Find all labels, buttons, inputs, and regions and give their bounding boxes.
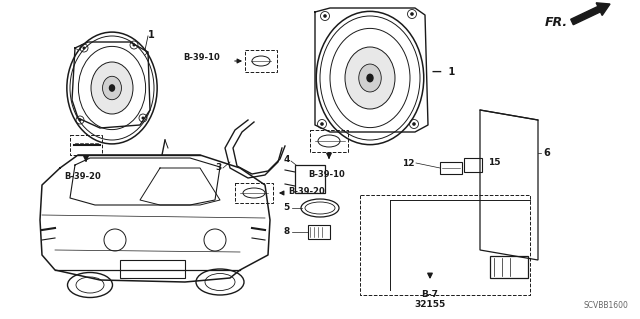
Text: 5: 5	[284, 204, 290, 212]
Text: 12: 12	[403, 159, 415, 167]
Text: 8: 8	[284, 227, 290, 236]
Ellipse shape	[109, 85, 115, 91]
Bar	[295, 165, 325, 193]
Bar	[235, 183, 273, 203]
Circle shape	[410, 12, 414, 16]
Circle shape	[83, 47, 86, 49]
Bar	[490, 256, 528, 278]
Bar	[120, 260, 185, 278]
Ellipse shape	[367, 74, 373, 82]
Circle shape	[132, 43, 136, 47]
Text: —  1: — 1	[432, 67, 455, 77]
Text: FR.: FR.	[545, 16, 568, 28]
Ellipse shape	[359, 64, 381, 92]
Bar	[310, 130, 348, 152]
Bar	[440, 162, 462, 174]
Text: 6: 6	[543, 148, 550, 158]
Circle shape	[320, 122, 324, 126]
Text: 3: 3	[216, 164, 222, 173]
Bar	[308, 225, 330, 239]
Bar	[464, 158, 482, 172]
Circle shape	[412, 122, 416, 126]
Text: B-39-20: B-39-20	[64, 172, 100, 181]
Text: B-39-10: B-39-10	[308, 170, 345, 179]
Text: B-39-20: B-39-20	[288, 187, 324, 196]
Ellipse shape	[345, 47, 395, 109]
Text: B-39-10: B-39-10	[183, 53, 220, 62]
Text: 32155: 32155	[414, 300, 445, 309]
Text: SCVBB1600: SCVBB1600	[583, 301, 628, 310]
Circle shape	[323, 14, 327, 18]
FancyArrow shape	[571, 3, 610, 25]
Ellipse shape	[102, 76, 122, 100]
Circle shape	[141, 116, 145, 120]
Bar	[245, 50, 277, 72]
Text: B-7: B-7	[422, 290, 438, 299]
Circle shape	[79, 118, 81, 122]
Ellipse shape	[91, 62, 133, 114]
Text: 15: 15	[488, 158, 500, 167]
Text: 1: 1	[148, 30, 155, 40]
Bar	[70, 135, 102, 155]
Text: 4: 4	[284, 155, 290, 165]
